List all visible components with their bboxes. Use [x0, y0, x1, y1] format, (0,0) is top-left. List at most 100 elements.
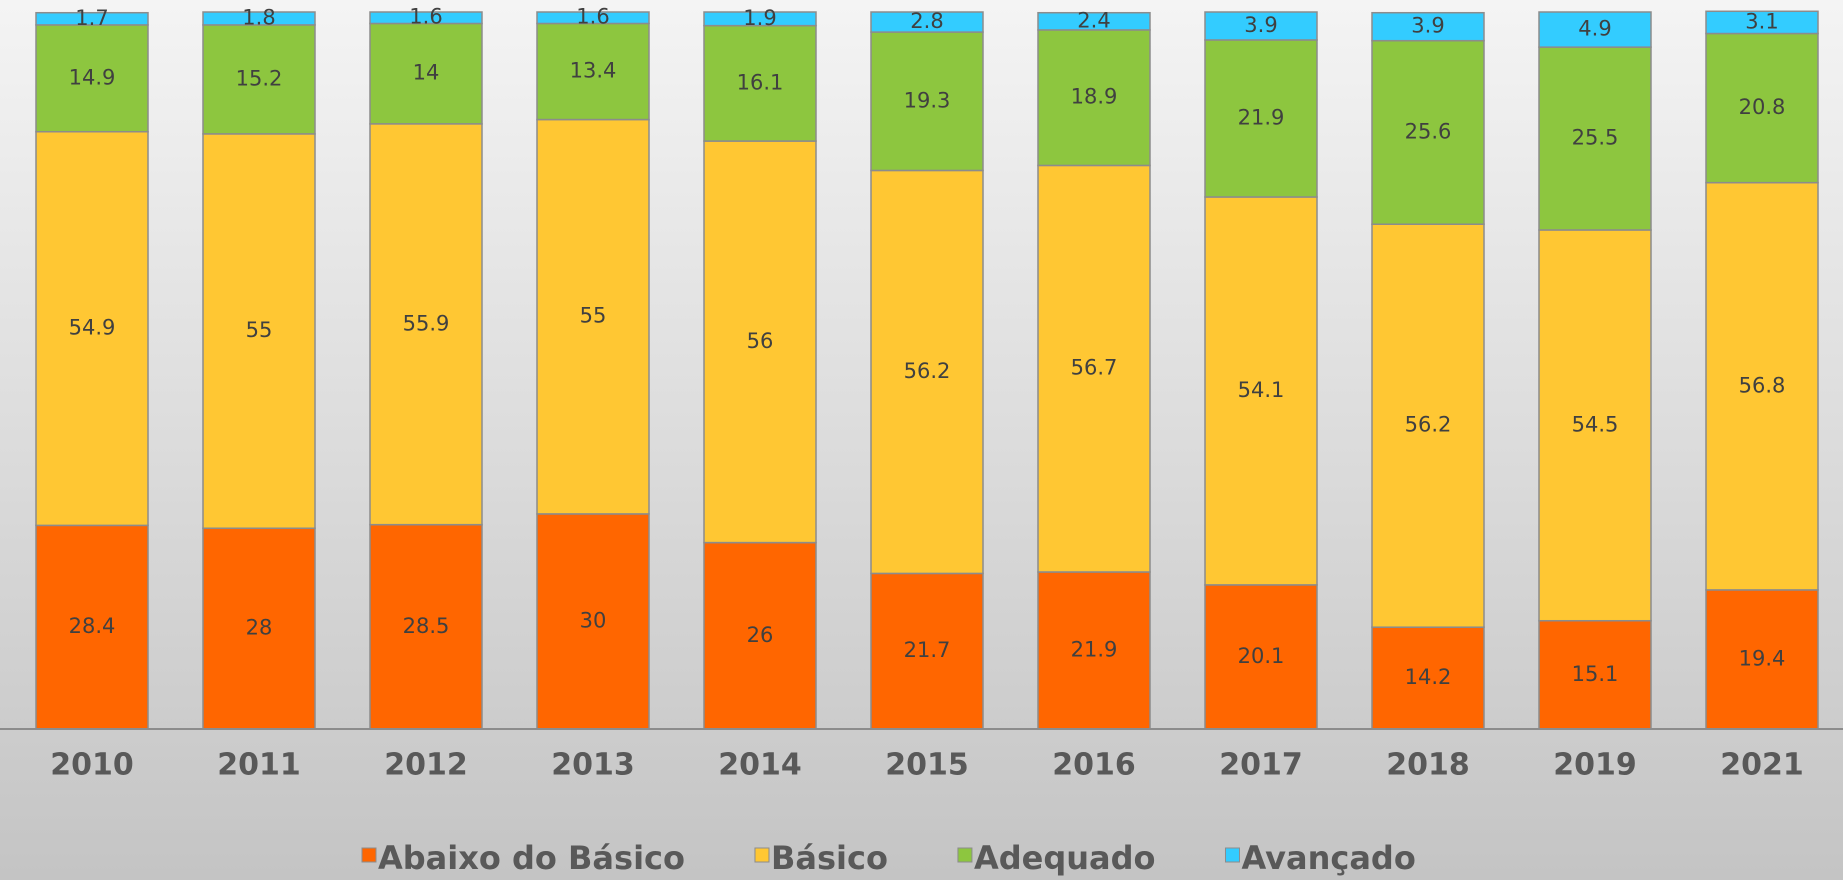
- bar-segment: [1037, 29, 1151, 167]
- x-tick-label: 2018: [1386, 748, 1470, 783]
- data-label: 1.6: [409, 5, 442, 29]
- x-tick-label: 2016: [1052, 748, 1136, 783]
- bar-segment: [1204, 196, 1318, 586]
- data-label: 54.9: [69, 316, 116, 340]
- bar-segment: [202, 133, 316, 529]
- data-label: 30: [580, 608, 607, 632]
- data-label: 21.7: [904, 638, 951, 662]
- legend-swatch: [361, 847, 377, 863]
- bar-segment: [1037, 571, 1151, 730]
- legend: Abaixo do Básico Básico Adequado Avançado: [361, 839, 1416, 877]
- bar-segment: [536, 118, 650, 515]
- data-label: 28.4: [69, 614, 116, 638]
- x-tick-label: 2013: [551, 748, 635, 783]
- data-label: 21.9: [1238, 105, 1285, 129]
- data-label: 55.9: [403, 311, 450, 335]
- bar-segment: [35, 524, 149, 730]
- data-label: 2.8: [910, 9, 943, 33]
- bar-segment: [35, 11, 149, 26]
- data-label: 15.1: [1572, 662, 1619, 686]
- data-label: 56.8: [1739, 373, 1786, 397]
- bar-segment: [369, 22, 483, 125]
- bar-segment: [870, 31, 984, 172]
- data-label: 2.4: [1077, 8, 1110, 32]
- bar-segment: [1538, 229, 1652, 622]
- data-label: 54.1: [1238, 378, 1285, 402]
- bar-segment: [1538, 11, 1652, 48]
- bar-segment: [1705, 32, 1819, 184]
- data-label: 19.4: [1739, 646, 1786, 670]
- bar-segment: [1204, 39, 1318, 198]
- data-label: 13.4: [570, 59, 617, 83]
- data-label: 1.8: [242, 5, 275, 29]
- data-label: 25.5: [1572, 126, 1619, 150]
- data-label: 56.2: [1405, 413, 1452, 437]
- data-label: 14.2: [1405, 665, 1452, 689]
- data-label: 1.6: [576, 5, 609, 29]
- legend-swatch: [754, 847, 770, 863]
- bar-segment: [1705, 181, 1819, 591]
- bar-segment: [536, 513, 650, 730]
- bar-segment: [703, 11, 817, 27]
- data-label: 14: [413, 61, 440, 85]
- data-label: 20.1: [1238, 644, 1285, 668]
- data-label: 55: [246, 318, 273, 342]
- data-label: 55: [580, 304, 607, 328]
- data-label: 56.7: [1071, 356, 1118, 380]
- data-label: 3.9: [1244, 13, 1277, 37]
- legend-label: Adequado: [974, 839, 1156, 877]
- data-label: 16.1: [737, 70, 784, 94]
- bar-segment: [1371, 11, 1485, 42]
- bar-segment: [369, 123, 483, 526]
- plot-area: 28.4 54.9 14.9 1.7 2010 28 55 15.2 1.8 2011 28.5 55…: [35, 5, 1819, 783]
- bar-segment: [870, 572, 984, 730]
- data-label: 19.3: [904, 88, 951, 112]
- x-tick-label: 2015: [885, 748, 969, 783]
- data-label: 1.9: [743, 6, 776, 30]
- x-tick-label: 2011: [217, 748, 301, 783]
- data-label: 18.9: [1071, 85, 1118, 109]
- data-label: 15.2: [236, 66, 283, 90]
- legend-swatch: [1224, 847, 1240, 863]
- data-label: 28: [246, 616, 273, 640]
- data-label: 56.2: [904, 359, 951, 383]
- bar-segment: [536, 22, 650, 121]
- data-label: 4.9: [1578, 17, 1611, 41]
- bar-segment: [35, 24, 149, 133]
- data-label: 21.9: [1071, 637, 1118, 661]
- bar-segment: [870, 11, 984, 33]
- legend-label: Básico: [771, 839, 888, 877]
- bar-segment: [202, 11, 316, 26]
- bar-segment: [1037, 11, 1151, 31]
- bar-segment: [703, 140, 817, 544]
- bar-segment: [870, 169, 984, 575]
- x-tick-label: 2014: [718, 748, 802, 783]
- bar-segment: [1037, 164, 1151, 573]
- data-label: 20.8: [1739, 95, 1786, 119]
- bar-segment: [202, 24, 316, 135]
- data-label: 1.7: [75, 6, 108, 30]
- legend-swatch: [957, 847, 973, 863]
- bar-segment: [1204, 11, 1318, 41]
- data-label: 14.9: [69, 65, 116, 89]
- x-tick-label: 2021: [1720, 748, 1804, 783]
- x-tick-label: 2012: [384, 748, 468, 783]
- x-tick-label: 2019: [1553, 748, 1637, 783]
- bar-segment: [1538, 619, 1652, 730]
- x-tick-label: 2010: [50, 748, 134, 783]
- bar-segment: [536, 11, 650, 25]
- data-label: 54.5: [1572, 412, 1619, 436]
- bar-segment: [1204, 584, 1318, 730]
- data-label: 3.1: [1745, 9, 1778, 33]
- bar-segment: [369, 11, 483, 25]
- legend-label: Abaixo do Básico: [378, 839, 685, 877]
- legend-label: Avançado: [1241, 839, 1415, 877]
- data-label: 28.5: [403, 614, 450, 638]
- bar-segment: [1705, 10, 1819, 35]
- data-label: 3.9: [1411, 14, 1444, 38]
- bar-segment: [1538, 46, 1652, 231]
- data-label: 26: [747, 623, 774, 647]
- data-label: 25.6: [1405, 119, 1452, 143]
- x-tick-label: 2017: [1219, 748, 1303, 783]
